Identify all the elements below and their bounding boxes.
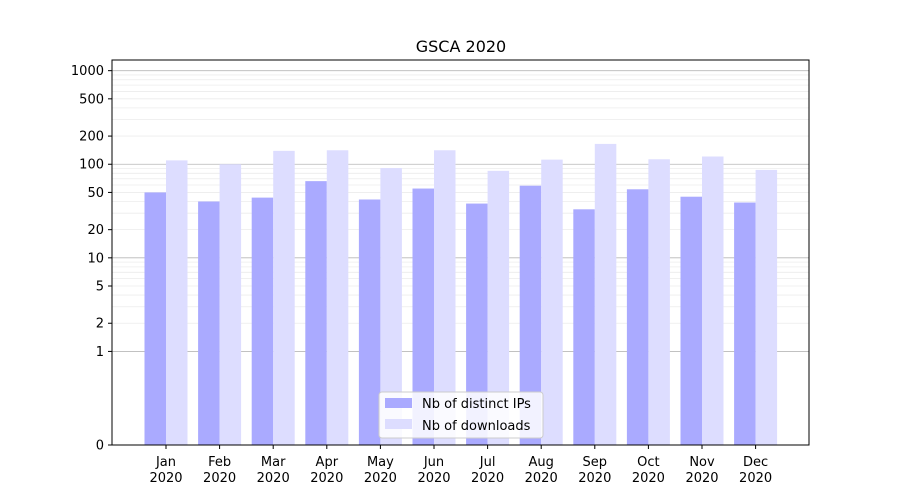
x-tick-label: Jun 2020: [417, 455, 450, 486]
bar-downloads: [755, 169, 778, 445]
bar-distinct-ips: [734, 202, 756, 445]
x-tick-label: Nov 2020: [685, 455, 718, 486]
bar-downloads: [166, 160, 188, 445]
bar-downloads: [273, 150, 295, 445]
bar-downloads: [487, 170, 510, 446]
legend-swatch-downloads: [385, 419, 412, 429]
y-tick-label: 2: [96, 317, 104, 332]
bar-downloads: [326, 150, 349, 445]
y-tick-label: 1: [96, 345, 104, 360]
x-tick-label: Apr 2020: [310, 455, 343, 486]
legend: Nb of distinct IPs Nb of downloads: [378, 391, 544, 439]
x-tick-label: Jul 2020: [471, 455, 504, 486]
x-tick-label: Aug 2020: [525, 455, 558, 486]
bar-downloads: [541, 159, 563, 445]
bar-distinct-ips: [626, 189, 649, 445]
bar-distinct-ips: [358, 199, 381, 445]
bar-downloads: [648, 159, 670, 446]
bar-downloads: [434, 150, 456, 445]
bar-downloads: [702, 156, 724, 446]
bar-downloads: [219, 164, 242, 445]
chart-title: GSCA 2020: [416, 37, 506, 56]
bar-distinct-ips: [519, 185, 542, 446]
y-tick-label: 0: [96, 439, 104, 454]
x-tick-label: Jan 2020: [149, 455, 182, 486]
bar-downloads: [594, 143, 617, 445]
bar-distinct-ips: [144, 192, 166, 445]
legend-label-distinct-ips: Nb of distinct IPs: [422, 397, 531, 412]
y-tick-label: 200: [79, 130, 104, 145]
bar-distinct-ips: [251, 197, 274, 445]
bar-distinct-ips: [198, 201, 220, 445]
bar-distinct-ips: [680, 196, 702, 445]
y-tick-label: 500: [79, 92, 104, 107]
y-tick-label: 50: [87, 186, 104, 201]
y-tick-label: 1000: [71, 64, 104, 79]
y-tick-label: 100: [79, 158, 104, 173]
bar-distinct-ips: [573, 209, 595, 445]
y-tick-label: 20: [87, 223, 104, 238]
legend-label-downloads: Nb of downloads: [422, 419, 531, 434]
x-tick-label: Oct 2020: [632, 455, 665, 486]
y-tick-label: 5: [96, 280, 104, 295]
x-tick-label: Mar 2020: [257, 455, 290, 486]
legend-swatch-distinct-ips: [385, 398, 412, 408]
x-tick-label: May 2020: [364, 455, 397, 486]
y-tick-label: 10: [87, 251, 104, 266]
x-tick-label: Dec 2020: [739, 455, 772, 486]
plot-frame: [111, 59, 810, 446]
bar-downloads: [380, 168, 402, 445]
x-tick-label: Sep 2020: [578, 455, 611, 486]
bar-distinct-ips: [466, 203, 488, 445]
x-tick-label: Feb 2020: [203, 455, 236, 486]
legend-box: [378, 391, 544, 439]
x-axis: Jan 2020 Feb 2020 Mar 2020 Apr 2020 May 2020 Jun 20…: [149, 445, 772, 486]
y-axis: 0 1 2 5 10 20 50 100 200 500 1000: [71, 64, 112, 454]
bar-distinct-ips: [412, 188, 434, 445]
bars: [144, 143, 778, 446]
bar-distinct-ips: [305, 181, 327, 445]
